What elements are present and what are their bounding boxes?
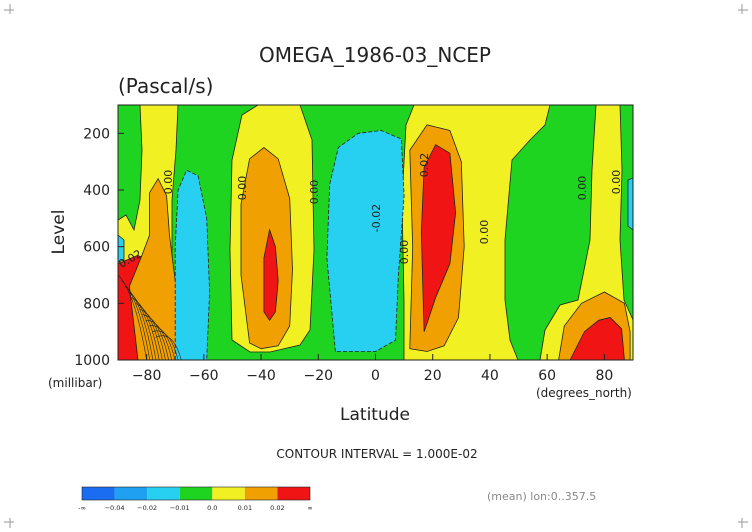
contour-label: 0.00 bbox=[236, 176, 249, 201]
dense-contour-line bbox=[155, 335, 182, 360]
colorbar-label: 0.01 bbox=[238, 504, 252, 512]
colorbar-label: ∞ bbox=[307, 504, 312, 512]
contour-label: 0.00 bbox=[576, 176, 589, 201]
x-tick-label: 40 bbox=[481, 368, 499, 384]
contour-labels: 0.00 0.00 0.00 -0.02 0.00 0.02 0.00 0.00… bbox=[116, 153, 623, 271]
colorbar-label: −0.04 bbox=[105, 504, 125, 512]
colorbar-label: 0.02 bbox=[270, 504, 284, 512]
dense-contour-line bbox=[135, 303, 163, 360]
colorbar-swatch bbox=[212, 487, 245, 500]
axes: −80 −60 −40 −20 0 20 40 60 80 200 400 600 800 1000 bbox=[74, 126, 613, 384]
x-tick-label: 0 bbox=[371, 368, 380, 384]
chart-title: OMEGA_1986-03_NCEP bbox=[259, 43, 491, 67]
contour-label: 0.02 bbox=[418, 153, 431, 178]
cyan-strip-north-pole bbox=[627, 177, 633, 231]
dense-contour-line bbox=[128, 291, 157, 360]
y-tick-label: 400 bbox=[83, 183, 110, 199]
chart-units: (Pascal/s) bbox=[118, 74, 213, 98]
colorbar-swatch bbox=[147, 487, 180, 500]
contour-label: 0.00 bbox=[308, 180, 321, 205]
contour-label: 0.00 bbox=[398, 240, 411, 265]
colorbar-swatch bbox=[244, 487, 278, 500]
corner-mark-top-left bbox=[4, 4, 14, 14]
corner-mark-bottom-left bbox=[4, 518, 14, 528]
x-axis-label: Latitude bbox=[340, 405, 410, 425]
y-axis-units: (millibar) bbox=[48, 376, 102, 390]
x-tick-label: −40 bbox=[246, 368, 276, 384]
contour-label: 0.00 bbox=[162, 170, 175, 195]
contour-label: 0.00 bbox=[478, 220, 491, 245]
dense-contour-line bbox=[131, 297, 160, 360]
y-tick-label: 600 bbox=[83, 240, 110, 256]
colorbar-swatch bbox=[82, 487, 115, 500]
y-tick-label: 200 bbox=[83, 126, 110, 142]
corner-mark-top-right bbox=[738, 4, 748, 14]
contour-region bbox=[420, 144, 457, 332]
y-tick-label: 800 bbox=[83, 296, 110, 312]
dense-contour-line bbox=[124, 286, 154, 360]
corner-mark-bottom-right bbox=[738, 518, 748, 528]
x-tick-label: 80 bbox=[595, 368, 613, 384]
contour-label: -0.02 bbox=[370, 204, 383, 232]
dense-contour-line bbox=[121, 280, 151, 360]
contour-regions bbox=[118, 124, 631, 360]
colorbar-label: −0.01 bbox=[170, 504, 190, 512]
colorbar-swatch bbox=[179, 487, 213, 500]
contour-interval-text: CONTOUR INTERVAL = 1.000E-02 bbox=[276, 447, 477, 461]
contour-region bbox=[569, 317, 625, 360]
dense-contour-line bbox=[118, 274, 147, 360]
contour-region bbox=[326, 130, 405, 352]
x-tick-label: 20 bbox=[424, 368, 442, 384]
dense-contour-line bbox=[145, 320, 173, 360]
colorbar-label: -∞ bbox=[78, 504, 86, 512]
y-tick-label: 1000 bbox=[74, 353, 110, 369]
dense-contour-line bbox=[138, 308, 166, 360]
colorbar-frame bbox=[81, 486, 311, 501]
colorbar-label: −0.02 bbox=[137, 504, 157, 512]
dense-contour-line bbox=[141, 314, 169, 360]
dense-contour-line bbox=[152, 330, 179, 360]
contour-region bbox=[174, 169, 211, 360]
contour-region bbox=[263, 228, 279, 322]
colorbar-label: 0.0 bbox=[207, 504, 217, 512]
x-tick-label: −20 bbox=[304, 368, 334, 384]
colorbar-swatch bbox=[277, 487, 310, 500]
x-tick-label: −60 bbox=[189, 368, 219, 384]
colorbar-swatch bbox=[114, 487, 148, 500]
y-axis-label: Level bbox=[49, 210, 69, 255]
contour-label: 0.00 bbox=[610, 170, 623, 195]
colorbar: -∞ −0.04 −0.02 −0.01 0.0 0.01 0.02 ∞ bbox=[78, 486, 313, 512]
x-tick-label: −80 bbox=[132, 368, 162, 384]
cyan-strip-south-pole bbox=[118, 234, 125, 263]
x-tick-label: 60 bbox=[538, 368, 556, 384]
mean-text: (mean) lon:0..357.5 bbox=[487, 490, 596, 503]
x-axis-units: (degrees_north) bbox=[536, 386, 632, 400]
dense-contour-lines bbox=[118, 274, 182, 360]
